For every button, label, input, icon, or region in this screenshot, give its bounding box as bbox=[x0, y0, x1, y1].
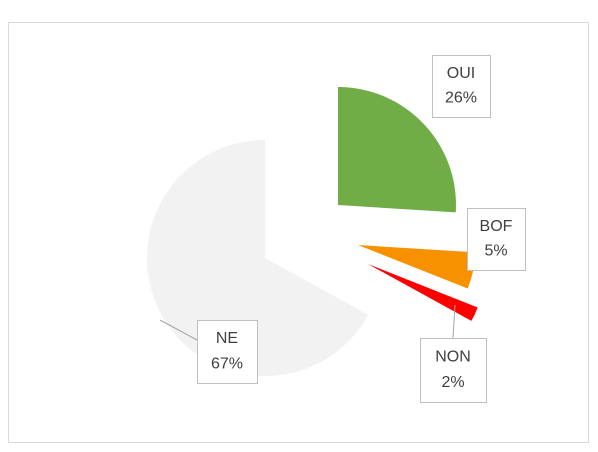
pie-slice bbox=[368, 264, 478, 321]
label-box bbox=[432, 55, 491, 118]
pie-slice bbox=[358, 245, 476, 289]
value-label: 2% bbox=[441, 374, 464, 391]
category-label: NON bbox=[435, 348, 471, 365]
category-label: NE bbox=[216, 330, 238, 347]
leader-line bbox=[452, 304, 456, 339]
chart-border bbox=[8, 22, 589, 443]
value-label: 26% bbox=[445, 90, 477, 107]
leader-line bbox=[159, 319, 198, 341]
category-label: OUI bbox=[447, 65, 475, 82]
label-box bbox=[420, 338, 487, 403]
pie-slice bbox=[146, 140, 369, 377]
value-label: 67% bbox=[211, 355, 243, 372]
category-label: BOF bbox=[480, 218, 513, 235]
pie-slice bbox=[338, 87, 456, 213]
label-box bbox=[197, 320, 258, 384]
value-label: 5% bbox=[484, 243, 507, 260]
label-box bbox=[467, 208, 526, 271]
